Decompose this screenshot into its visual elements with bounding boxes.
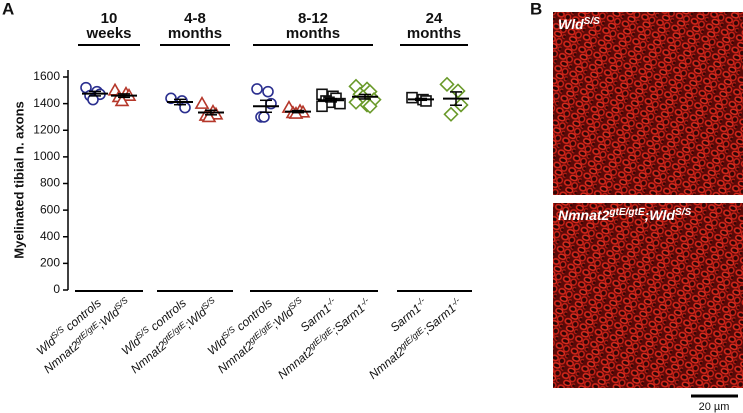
superscript: S/S	[584, 16, 601, 27]
y-tick-label: 0	[53, 282, 60, 296]
group-label: 4-8	[184, 10, 206, 27]
data-point	[114, 93, 130, 107]
data-point	[439, 76, 455, 92]
scale-bar-label: 20 µm	[699, 401, 730, 413]
micrograph	[553, 203, 743, 388]
y-tick-label: 1000	[33, 149, 60, 163]
y-tick-label: 600	[40, 202, 60, 216]
image-label: Nmnat2gtE/gtE;WldS/S	[558, 207, 691, 223]
y-tick-label: 400	[40, 229, 60, 243]
group-label: 8-12	[298, 10, 328, 27]
data-point	[362, 98, 378, 114]
label-part: Wld	[558, 16, 584, 32]
data-point	[450, 83, 466, 99]
data-point	[443, 106, 459, 122]
superscript: S/S	[675, 207, 692, 218]
micrograph	[553, 12, 743, 195]
y-tick-label: 1200	[33, 122, 60, 136]
group-label: weeks	[85, 25, 131, 42]
image-label: WldS/S	[558, 16, 600, 32]
label-part: ;Wld	[645, 207, 676, 223]
data-point	[258, 111, 270, 123]
y-tick-label: 200	[40, 256, 60, 270]
data-point	[316, 100, 328, 113]
data-point	[406, 91, 418, 104]
data-point	[262, 85, 274, 98]
y-axis-title: Myelinated tibial n. axons	[11, 101, 26, 258]
y-tick-label: 1400	[33, 96, 60, 110]
label-part: Nmnat2	[275, 344, 316, 382]
label-part: Nmnat2	[366, 344, 407, 382]
group-label: months	[407, 25, 461, 42]
superscript: gtE/gtE	[608, 207, 645, 218]
data-point	[194, 96, 210, 109]
panel-label: A	[2, 0, 14, 18]
data-point	[334, 97, 346, 110]
group-label: 24	[426, 10, 443, 27]
group-label: months	[168, 25, 222, 42]
data-point	[165, 92, 177, 105]
group-label: 10	[101, 10, 118, 27]
y-tick-label: 1600	[33, 69, 60, 83]
panel-label: B	[530, 0, 542, 18]
y-tick-label: 800	[40, 176, 60, 190]
data-point	[201, 109, 217, 123]
label-part: Nmnat2	[558, 207, 610, 223]
group-label: months	[286, 25, 340, 42]
data-point	[251, 83, 263, 95]
